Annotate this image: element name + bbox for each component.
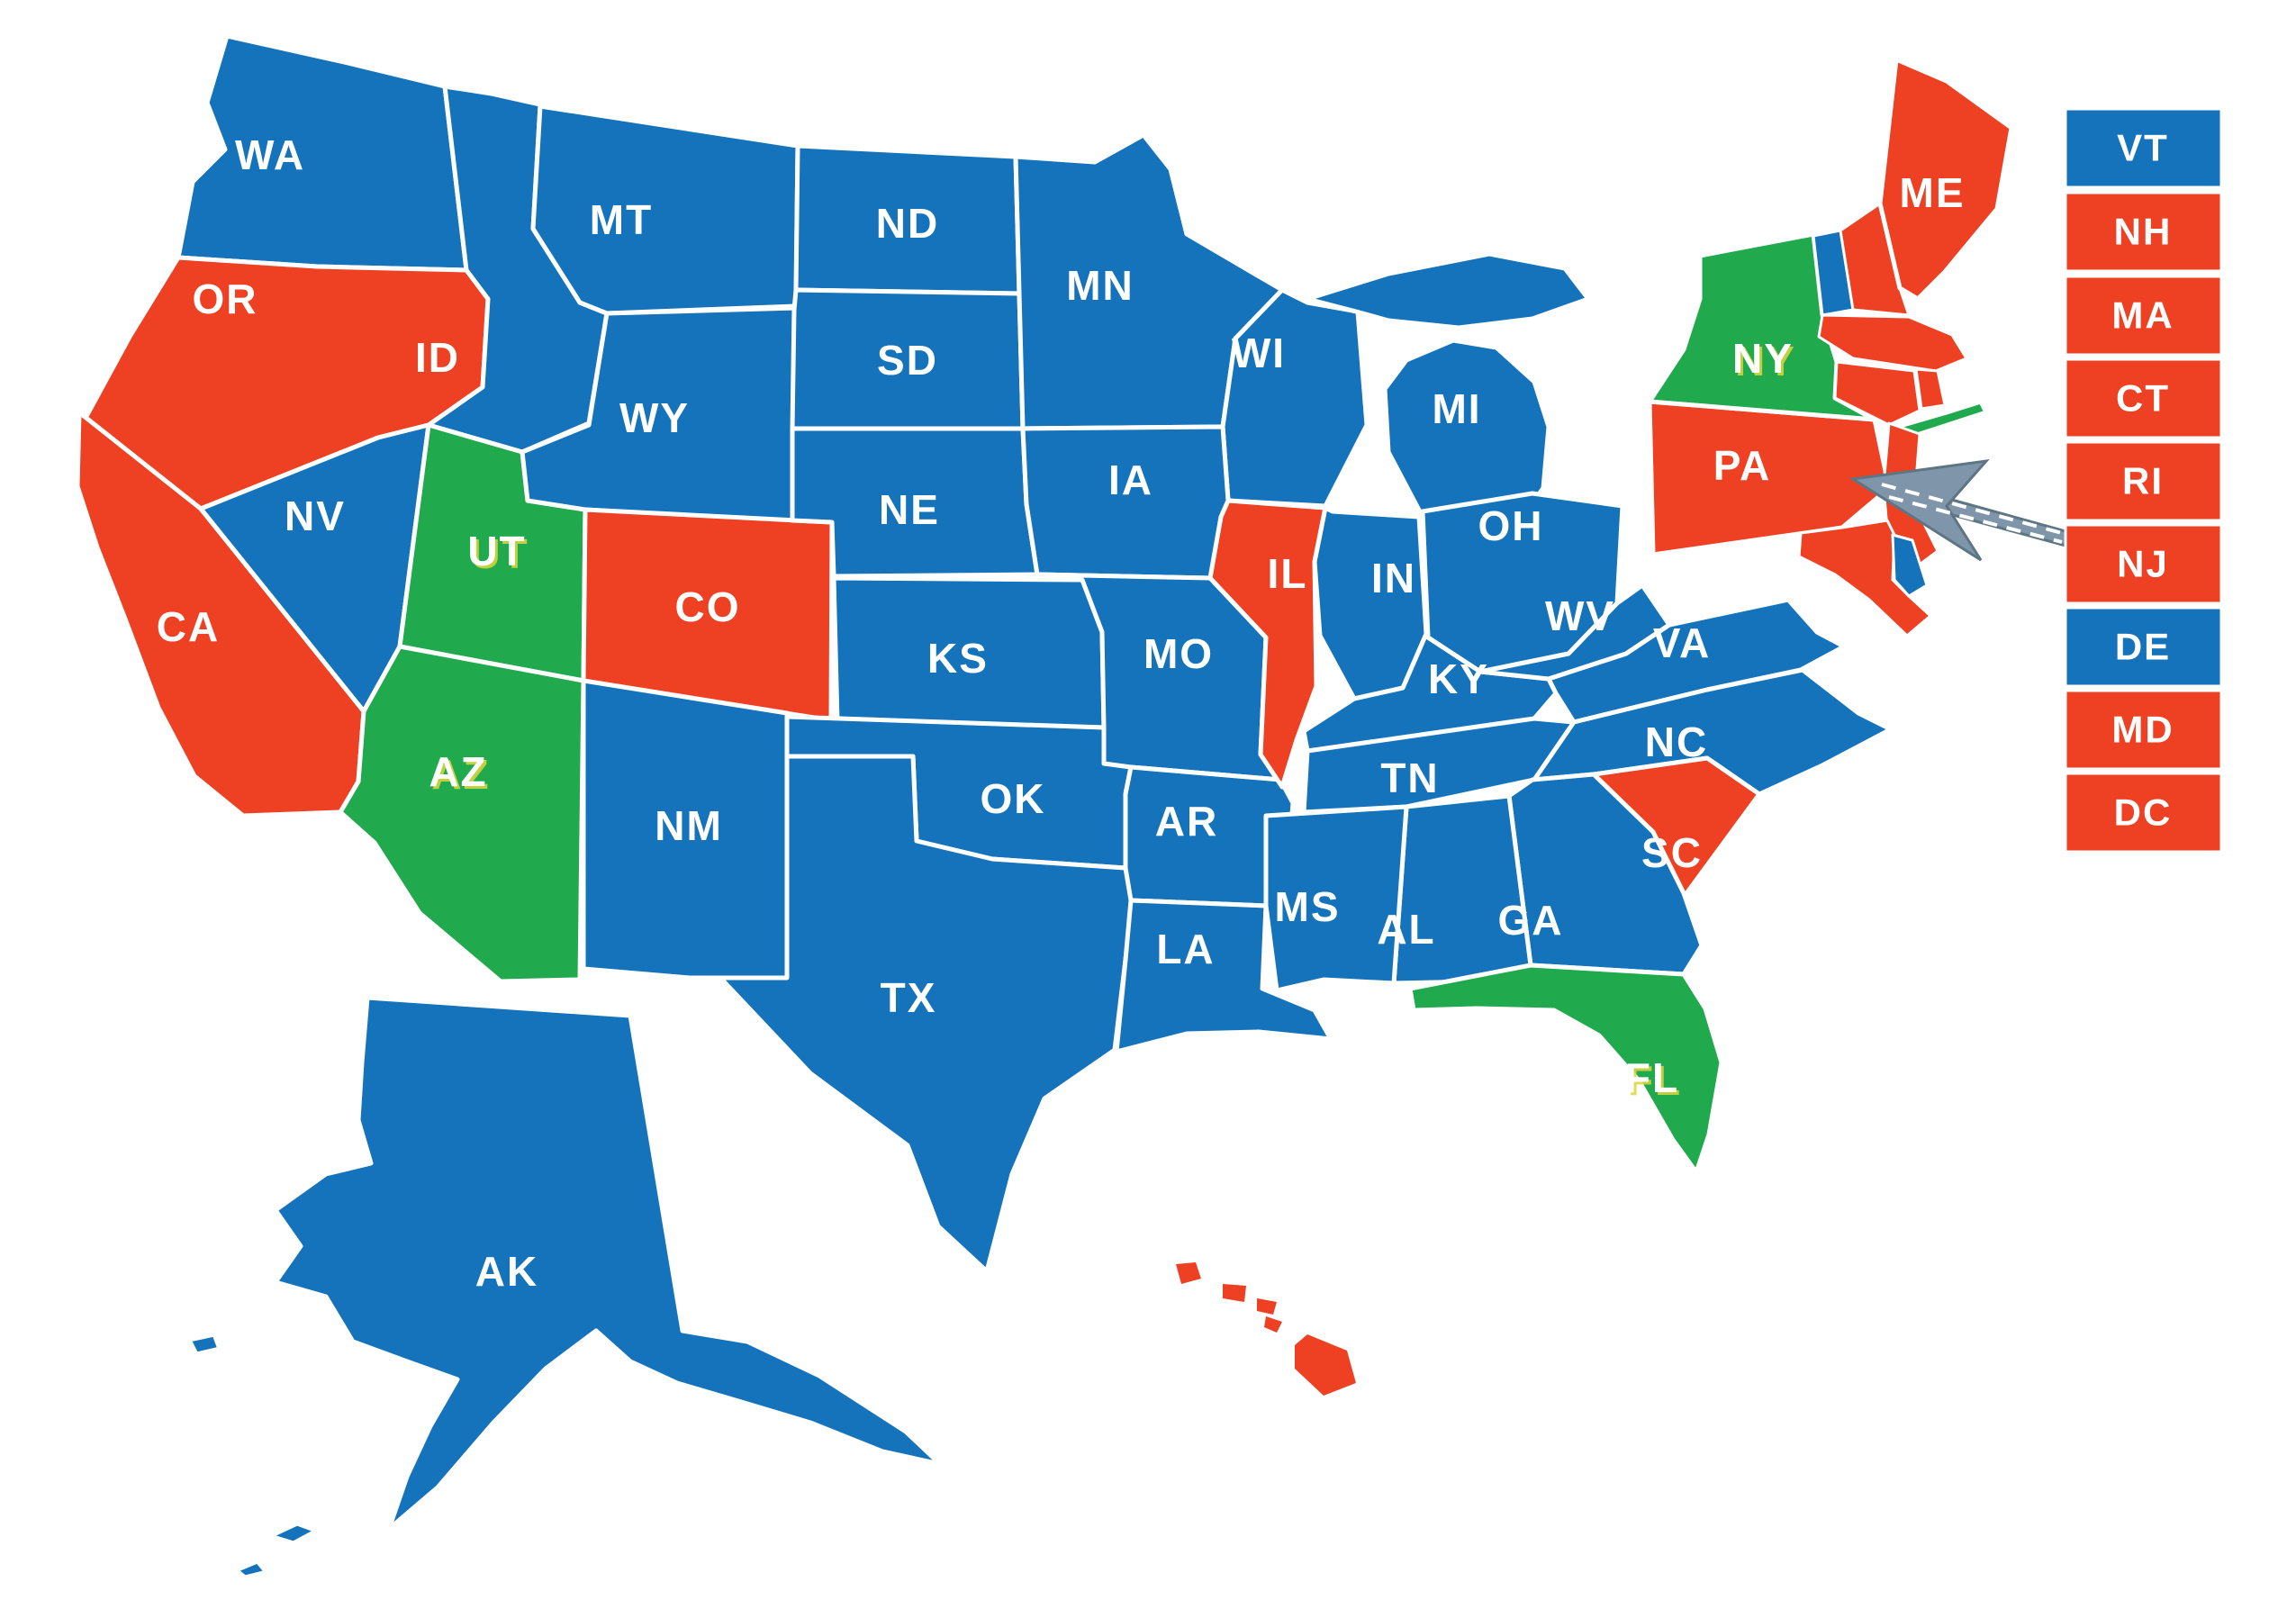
legend-swatch-nj[interactable]: [2064, 523, 2223, 605]
legend-label-ri: RI: [2122, 460, 2164, 502]
state-label-mo: MO: [1143, 630, 1214, 677]
legend-label-nh: NH: [2114, 211, 2173, 253]
legend-swatch-ri[interactable]: [2064, 440, 2223, 522]
legend-swatch-md[interactable]: [2064, 689, 2223, 771]
state-ct[interactable]: [1833, 360, 1921, 427]
legend-label-de: DE: [2115, 626, 2171, 668]
state-md[interactable]: [1797, 519, 1932, 637]
legend-item-ct[interactable]: CT: [2064, 357, 2223, 439]
state-label-or: OR: [193, 276, 258, 322]
state-label-nd: ND: [876, 200, 939, 247]
legend-swatch-dc[interactable]: [2064, 772, 2223, 854]
state-label-wv: WV: [1545, 592, 1615, 639]
small-states-legend: VT NH MA CT RI NJ DE MD: [2064, 107, 2223, 854]
state-tx[interactable]: [718, 754, 1137, 1274]
state-az[interactable]: [338, 644, 586, 984]
state-ma[interactable]: [1817, 313, 1968, 373]
state-la[interactable]: [1114, 898, 1333, 1054]
legend-swatch-nh[interactable]: [2064, 191, 2223, 273]
legend-item-md[interactable]: MD: [2064, 689, 2223, 771]
legend-label-md: MD: [2111, 709, 2174, 751]
state-label-hi: HI: [1360, 1342, 1405, 1386]
state-mi[interactable]: [1305, 251, 1591, 521]
state-label-in: IN: [1371, 555, 1416, 601]
state-label-oh: OH: [1478, 502, 1544, 549]
arrow-dash-line-2: [1888, 495, 2063, 544]
state-label-il: IL: [1268, 550, 1308, 597]
state-label-az: AZ: [429, 748, 487, 795]
state-de[interactable]: [1891, 533, 1929, 598]
state-label-nv: NV: [285, 493, 346, 539]
legend-label-ct: CT: [2116, 377, 2170, 420]
legend-item-dc[interactable]: DC: [2064, 772, 2223, 854]
legend-item-vt[interactable]: VT: [2064, 107, 2223, 189]
state-label-ia: IA: [1108, 456, 1153, 503]
state-label-sc: SC: [1641, 829, 1703, 876]
legend-swatch-ct[interactable]: [2064, 357, 2223, 439]
state-label-wi: WI: [1232, 330, 1286, 376]
state-label-nc: NC: [1645, 719, 1708, 765]
state-label-fl: FL: [1625, 1054, 1679, 1101]
state-label-ar: AR: [1155, 798, 1218, 845]
state-fl[interactable]: [1407, 963, 1724, 1175]
state-hi[interactable]: [1176, 1262, 1356, 1396]
state-label-va: VA: [1653, 619, 1712, 666]
legend-label-ma: MA: [2111, 294, 2174, 337]
legend-label-vt: VT: [2117, 127, 2169, 169]
legend-swatch-vt[interactable]: [2064, 107, 2223, 189]
state-ri[interactable]: [1914, 367, 1947, 411]
legend-pointer-arrow: [1849, 458, 2067, 562]
state-label-pa: PA: [1713, 442, 1772, 489]
legend-swatch-de[interactable]: [2064, 606, 2223, 688]
state-va[interactable]: [1546, 597, 1847, 725]
state-label-ks: KS: [927, 635, 989, 682]
state-label-ak: AK: [475, 1248, 538, 1295]
state-label-wa: WA: [235, 131, 305, 178]
legend-item-nj[interactable]: NJ: [2064, 523, 2223, 605]
legend-item-ma[interactable]: MA: [2064, 275, 2223, 357]
legend-item-nh[interactable]: NH: [2064, 191, 2223, 273]
state-labels-layer: WA OR CA NV ID MT WY UT AZ CO NM ND SD N…: [157, 131, 1966, 1386]
legend-label-dc: DC: [2114, 791, 2173, 834]
state-ak[interactable]: [186, 995, 943, 1580]
state-label-la: LA: [1156, 926, 1215, 972]
state-label-mn: MN: [1066, 262, 1134, 309]
state-label-ms: MS: [1275, 883, 1341, 930]
state-label-tn: TN: [1380, 755, 1439, 801]
state-label-me: ME: [1900, 169, 1966, 216]
state-label-tx: TX: [881, 974, 937, 1021]
state-label-ky: KY: [1428, 655, 1489, 702]
state-label-sd: SD: [877, 337, 938, 384]
legend-label-nj: NJ: [2117, 543, 2169, 585]
state-label-ok: OK: [981, 775, 1046, 822]
state-me[interactable]: [1877, 57, 2014, 302]
state-al[interactable]: [1391, 793, 1533, 986]
state-label-al: AL: [1377, 906, 1435, 953]
state-label-mi: MI: [1432, 385, 1481, 432]
state-label-id: ID: [415, 334, 460, 381]
state-label-nm: NM: [655, 802, 723, 849]
state-label-ut: UT: [467, 528, 526, 574]
state-label-ne: NE: [879, 486, 940, 533]
state-label-ny: NY: [1732, 335, 1794, 382]
legend-item-de[interactable]: DE: [2064, 606, 2223, 688]
state-nh[interactable]: [1839, 202, 1911, 317]
state-mt[interactable]: [530, 104, 800, 316]
state-label-wy: WY: [619, 394, 690, 441]
arrow-dash-line-1: [1881, 483, 2063, 535]
state-label-co: CO: [675, 583, 741, 630]
legend-swatch-ma[interactable]: [2064, 275, 2223, 357]
state-wa[interactable]: [176, 33, 469, 273]
state-label-mt: MT: [590, 196, 653, 243]
states-layer: [75, 33, 2014, 1580]
state-label-ca: CA: [157, 603, 220, 650]
state-label-ga: GA: [1498, 897, 1564, 944]
legend-item-ri[interactable]: RI: [2064, 440, 2223, 522]
state-ms[interactable]: [1263, 804, 1409, 993]
